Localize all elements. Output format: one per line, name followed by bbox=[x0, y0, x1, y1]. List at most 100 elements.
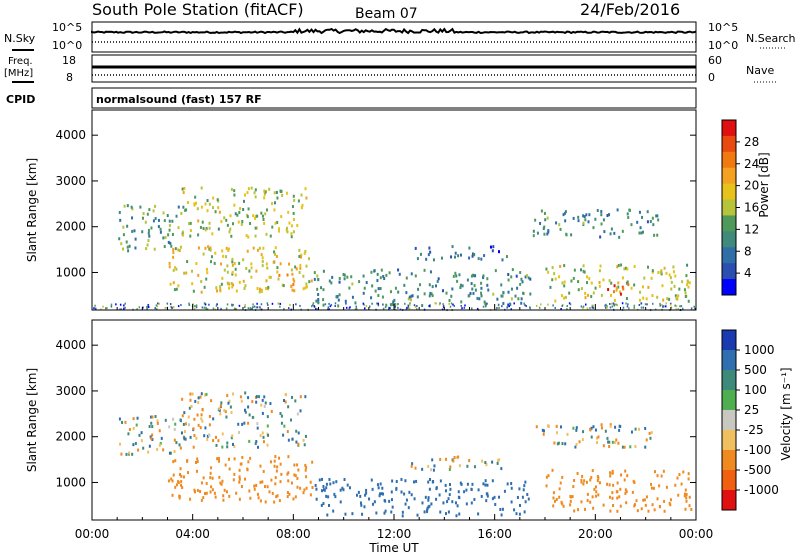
velocity-cell bbox=[376, 483, 379, 487]
power-cell bbox=[262, 217, 265, 221]
velocity-region bbox=[180, 391, 307, 449]
power-region bbox=[532, 208, 660, 239]
power-cell bbox=[181, 230, 184, 234]
power-cell bbox=[612, 290, 615, 294]
power-cell bbox=[170, 306, 173, 309]
power-cell bbox=[381, 295, 384, 299]
power-colorbar-swatch bbox=[722, 215, 736, 232]
velocity-cell bbox=[142, 446, 145, 450]
power-cell bbox=[180, 211, 183, 215]
power-cell bbox=[288, 262, 291, 266]
power-cell bbox=[582, 264, 585, 268]
velocity-cell bbox=[228, 494, 231, 498]
power-cell bbox=[179, 245, 182, 249]
velocity-colorbar-swatch bbox=[722, 470, 736, 491]
power-cell bbox=[163, 219, 166, 223]
power-cell bbox=[329, 305, 332, 308]
velocity-cell bbox=[173, 450, 176, 454]
power-cell bbox=[505, 255, 508, 259]
power-cell bbox=[483, 254, 486, 258]
velocity-cell bbox=[190, 404, 193, 408]
power-cell bbox=[222, 254, 225, 258]
velocity-cell bbox=[459, 481, 462, 485]
velocity-cell bbox=[273, 464, 276, 468]
power-cell bbox=[393, 303, 396, 307]
velocity-cell bbox=[442, 501, 445, 505]
velocity-cell bbox=[212, 417, 215, 421]
power-cell bbox=[226, 281, 229, 285]
power-cell bbox=[684, 291, 687, 295]
power-cell bbox=[684, 294, 687, 298]
velocity-cell bbox=[287, 455, 290, 459]
power-cell bbox=[172, 247, 175, 251]
power-colorbar-tick-label: 16 bbox=[744, 201, 759, 215]
velocity-cell bbox=[279, 412, 282, 416]
velocity-cell bbox=[473, 465, 476, 469]
power-cell bbox=[277, 229, 280, 233]
power-cell bbox=[265, 262, 268, 266]
power-cell bbox=[623, 267, 626, 271]
velocity-cell bbox=[289, 418, 292, 422]
power-cell bbox=[569, 303, 572, 306]
power-cell bbox=[674, 304, 676, 307]
power-cell bbox=[675, 308, 677, 311]
power-cell bbox=[450, 302, 453, 305]
velocity-cell bbox=[318, 478, 321, 482]
power-cell bbox=[246, 249, 249, 253]
velocity-cell bbox=[595, 436, 598, 440]
power-cell bbox=[259, 307, 262, 310]
velocity-cell bbox=[542, 432, 545, 436]
velocity-cell bbox=[238, 480, 241, 484]
velocity-cell bbox=[558, 487, 561, 491]
power-cell bbox=[328, 308, 330, 311]
power-cell bbox=[146, 305, 148, 308]
power-cell bbox=[474, 274, 477, 278]
power-cell bbox=[316, 274, 319, 278]
velocity-cell bbox=[470, 501, 473, 505]
velocity-cell bbox=[222, 498, 225, 502]
velocity-cell bbox=[314, 483, 317, 487]
power-cell bbox=[268, 275, 271, 279]
power-cell bbox=[229, 227, 232, 231]
power-cell bbox=[274, 246, 277, 250]
power-cell bbox=[436, 279, 439, 283]
velocity-cell bbox=[243, 421, 246, 425]
power-cell bbox=[278, 273, 281, 277]
velocity-cell bbox=[602, 503, 605, 507]
power-cell bbox=[146, 212, 149, 216]
velocity-cell bbox=[219, 481, 222, 485]
velocity-cell bbox=[623, 445, 626, 449]
velocity-cell bbox=[273, 459, 276, 463]
power-cell bbox=[589, 307, 591, 310]
velocity-cell bbox=[132, 417, 135, 421]
power-cell bbox=[524, 275, 527, 279]
y-tick-label: 2000 bbox=[55, 220, 86, 234]
power-cell bbox=[694, 307, 696, 310]
power-cell bbox=[302, 274, 305, 278]
velocity-cell bbox=[233, 472, 236, 476]
velocity-cell bbox=[645, 438, 648, 442]
velocity-cell bbox=[427, 496, 430, 500]
velocity-cell bbox=[552, 491, 555, 495]
velocity-cell bbox=[128, 427, 131, 431]
power-cell bbox=[633, 283, 636, 287]
power-cell bbox=[394, 286, 397, 290]
power-cell bbox=[688, 281, 691, 285]
power-cell bbox=[338, 276, 341, 280]
power-cell bbox=[371, 284, 374, 288]
velocity-cell bbox=[468, 459, 471, 463]
power-cell bbox=[542, 227, 545, 231]
velocity-cell bbox=[498, 495, 501, 499]
velocity-cell bbox=[591, 469, 594, 473]
velocity-cell bbox=[612, 504, 615, 508]
velocity-cell bbox=[150, 415, 153, 419]
power-cell bbox=[640, 231, 643, 235]
velocity-cell bbox=[286, 430, 289, 434]
power-cell bbox=[617, 281, 620, 285]
power-cell bbox=[292, 194, 295, 198]
velocity-cell bbox=[287, 471, 290, 475]
power-cell bbox=[290, 235, 293, 239]
velocity-cell bbox=[687, 477, 690, 481]
power-cell bbox=[407, 307, 409, 310]
velocity-cell bbox=[445, 457, 448, 461]
